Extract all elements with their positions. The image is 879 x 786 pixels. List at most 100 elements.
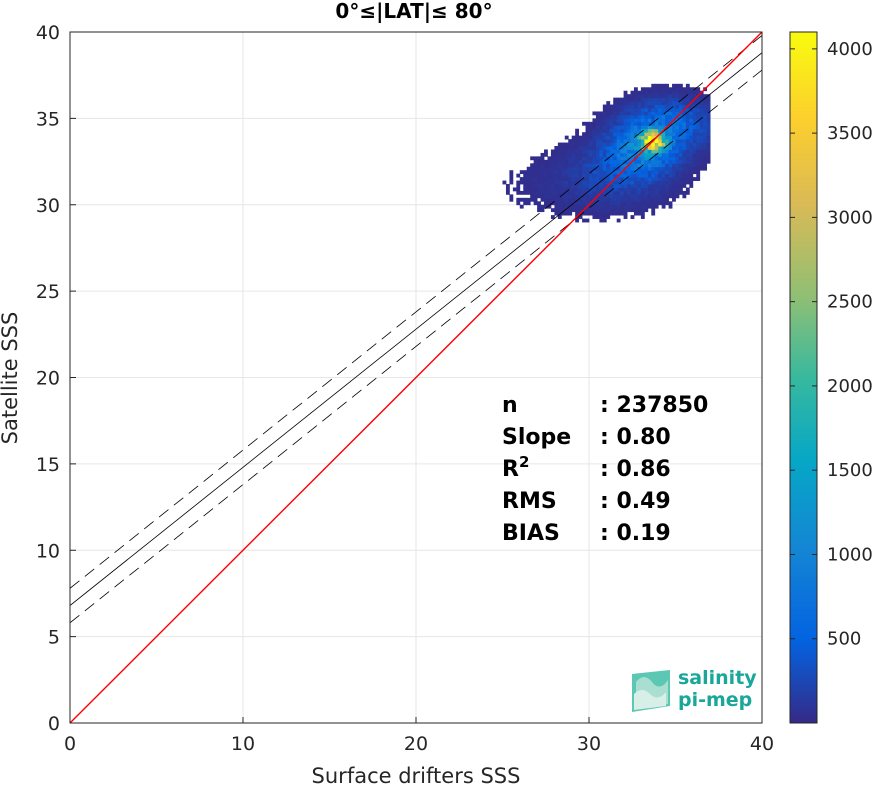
heatmap-cell bbox=[557, 184, 562, 188]
heatmap-cell bbox=[589, 146, 593, 150]
heatmap-cell bbox=[682, 97, 687, 102]
y-tick-label: 30 bbox=[36, 195, 60, 217]
heatmap-cell bbox=[675, 149, 680, 154]
heatmap-cell bbox=[665, 139, 669, 143]
heatmap-cell bbox=[623, 173, 628, 178]
heatmap-cell bbox=[571, 152, 576, 157]
heatmap-cell bbox=[678, 135, 683, 140]
heatmap-cell bbox=[689, 170, 694, 175]
heatmap-cell bbox=[654, 104, 659, 109]
heatmap-cell bbox=[672, 194, 676, 199]
heatmap-cell bbox=[606, 187, 611, 192]
heatmap-cell bbox=[609, 177, 614, 181]
heatmap-cell bbox=[613, 97, 618, 102]
heatmap-cell bbox=[602, 121, 607, 126]
heatmap-cell bbox=[689, 139, 694, 143]
heatmap-cell bbox=[613, 208, 618, 213]
heatmap-cell bbox=[665, 163, 669, 168]
heatmap-cell bbox=[630, 146, 635, 150]
heatmap-cell bbox=[582, 163, 586, 168]
heatmap-cell bbox=[637, 159, 642, 164]
heatmap-cell bbox=[672, 142, 676, 147]
heatmap-cell bbox=[647, 194, 652, 199]
heatmap-cell bbox=[613, 104, 618, 109]
heatmap-cell bbox=[623, 149, 628, 154]
heatmap-cell bbox=[564, 170, 569, 175]
heatmap-cell bbox=[568, 146, 573, 150]
heatmap-cell bbox=[575, 152, 580, 157]
heatmap-cell bbox=[578, 159, 583, 164]
heatmap-cell bbox=[637, 149, 642, 154]
heatmap-cell bbox=[640, 156, 645, 161]
heatmap-cell bbox=[661, 170, 666, 175]
heatmap-cell bbox=[665, 114, 669, 119]
heatmap-cell bbox=[661, 197, 666, 202]
heatmap-cell bbox=[682, 177, 687, 181]
heatmap-cell bbox=[640, 108, 645, 112]
heatmap-cell bbox=[661, 142, 666, 147]
heatmap-cell bbox=[685, 163, 690, 168]
heatmap-cell bbox=[682, 156, 687, 161]
heatmap-cell bbox=[661, 118, 666, 123]
heatmap-cell bbox=[678, 142, 683, 147]
heatmap-cell bbox=[685, 173, 690, 178]
heatmap-cell bbox=[668, 108, 673, 112]
heatmap-cell bbox=[630, 108, 635, 112]
heatmap-cell bbox=[633, 118, 638, 123]
heatmap-cell bbox=[613, 101, 618, 105]
heatmap-cell bbox=[616, 184, 621, 188]
heatmap-cell bbox=[633, 87, 638, 92]
heatmap-cell bbox=[557, 159, 562, 164]
heatmap-cell bbox=[637, 166, 642, 171]
heatmap-cell bbox=[703, 97, 708, 102]
heatmap-cell bbox=[703, 132, 708, 137]
heatmap-cell bbox=[699, 132, 704, 137]
heatmap-cell bbox=[633, 101, 638, 105]
heatmap-cell bbox=[578, 187, 583, 192]
heatmap-cell bbox=[557, 146, 562, 150]
y-tick-label: 35 bbox=[36, 108, 60, 130]
colorbar-tick-label: 3000 bbox=[827, 207, 873, 228]
heatmap-cell bbox=[644, 114, 649, 119]
heatmap-cell bbox=[554, 149, 559, 154]
heatmap-cell bbox=[526, 166, 531, 171]
heatmap-cell bbox=[544, 159, 548, 164]
heatmap-cell bbox=[592, 135, 597, 140]
heatmap-cell bbox=[561, 194, 566, 199]
heatmap-cell bbox=[661, 135, 666, 140]
stat-value: : 0.19 bbox=[600, 521, 671, 546]
heatmap-cell bbox=[606, 125, 611, 130]
heatmap-cell bbox=[609, 187, 614, 192]
heatmap-cell bbox=[530, 156, 535, 161]
heatmap-cell bbox=[595, 114, 600, 119]
heatmap-cell bbox=[706, 121, 711, 126]
heatmap-cell bbox=[526, 180, 531, 185]
heatmap-cell bbox=[651, 170, 656, 175]
heatmap-cell bbox=[537, 201, 541, 206]
heatmap-cell bbox=[616, 108, 621, 112]
heatmap-cell bbox=[606, 166, 611, 171]
heatmap-cell bbox=[609, 190, 614, 195]
heatmap-cell bbox=[678, 149, 683, 154]
heatmap-cell bbox=[592, 208, 597, 213]
heatmap-cell bbox=[554, 187, 559, 192]
heatmap-cell bbox=[568, 201, 573, 206]
heatmap-cell bbox=[592, 128, 597, 133]
heatmap-cell bbox=[647, 201, 652, 206]
heatmap-cell bbox=[616, 142, 621, 147]
heatmap-cell bbox=[575, 187, 580, 192]
heatmap-cell bbox=[623, 104, 628, 109]
heatmap-cell bbox=[651, 173, 656, 178]
heatmap-cell bbox=[561, 187, 566, 192]
heatmap-cell bbox=[696, 159, 701, 164]
heatmap-cell bbox=[613, 114, 618, 119]
heatmap-cell bbox=[692, 108, 697, 112]
heatmap-cell bbox=[599, 114, 604, 119]
heatmap-cell bbox=[550, 152, 555, 157]
heatmap-cell bbox=[526, 177, 531, 181]
heatmap-cell bbox=[599, 187, 604, 192]
heatmap-cell bbox=[637, 118, 642, 123]
heatmap-cell bbox=[620, 101, 624, 105]
heatmap-cell bbox=[606, 121, 611, 126]
heatmap-cell bbox=[609, 156, 614, 161]
